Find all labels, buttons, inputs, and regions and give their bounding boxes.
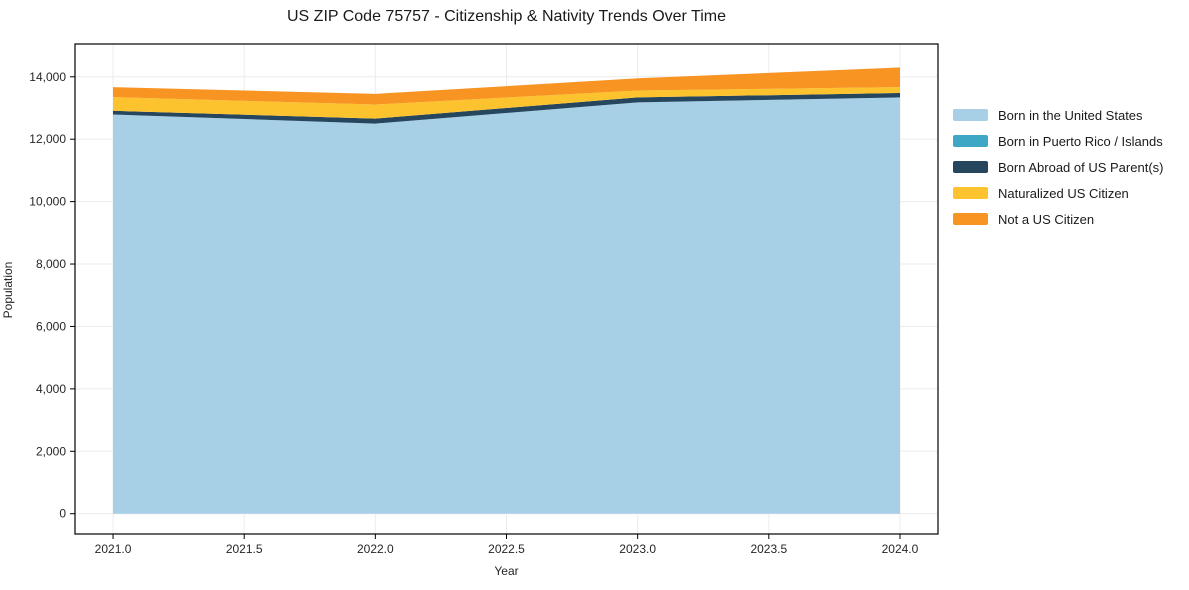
legend-swatch [953, 213, 988, 225]
x-tick-label: 2023.0 [619, 542, 656, 556]
legend-swatch [953, 161, 988, 173]
legend-item-label: Born Abroad of US Parent(s) [998, 159, 1164, 175]
y-tick-label: 8,000 [36, 257, 66, 271]
x-tick-label: 2021.5 [226, 542, 263, 556]
y-tick-label: 14,000 [29, 70, 66, 84]
legend-swatch [953, 187, 988, 199]
legend-item: Naturalized US Citizen [953, 180, 1163, 206]
area-naturalized-us-citizen [113, 87, 900, 119]
legend: Born in the United States Born in Puerto … [953, 102, 1163, 232]
y-tick-label: 0 [59, 507, 66, 521]
x-tick-label: 2022.0 [357, 542, 394, 556]
area-born-abroad-of-us-parent-s- [113, 93, 900, 124]
legend-item: Born Abroad of US Parent(s) [953, 154, 1163, 180]
area-born-in-the-united-states [113, 97, 900, 514]
x-tick-label: 2024.0 [882, 542, 919, 556]
legend-item: Not a US Citizen [953, 206, 1163, 232]
y-axis-label: Population [1, 261, 15, 319]
y-tick-label: 10,000 [29, 195, 66, 209]
chart-title: US ZIP Code 75757 - Citizenship & Nativi… [287, 8, 726, 25]
x-tick-label: 2021.0 [95, 542, 132, 556]
legend-item-label: Born in the United States [998, 107, 1143, 123]
legend-item-label: Born in Puerto Rico / Islands [998, 133, 1163, 149]
area-not-a-us-citizen [113, 67, 900, 105]
legend-item: Born in Puerto Rico / Islands [953, 128, 1163, 154]
legend-swatch [953, 109, 988, 121]
y-tick-label: 2,000 [36, 444, 66, 458]
y-tick-label: 12,000 [29, 132, 66, 146]
x-tick-label: 2022.5 [488, 542, 525, 556]
y-tick-label: 4,000 [36, 382, 66, 396]
x-axis-label: Year [494, 564, 519, 578]
x-tick-label: 2023.5 [750, 542, 787, 556]
legend-item-label: Naturalized US Citizen [998, 185, 1129, 201]
y-tick-label: 6,000 [36, 319, 66, 333]
legend-item: Born in the United States [953, 102, 1163, 128]
legend-item-label: Not a US Citizen [998, 211, 1095, 227]
legend-swatch [953, 135, 988, 147]
